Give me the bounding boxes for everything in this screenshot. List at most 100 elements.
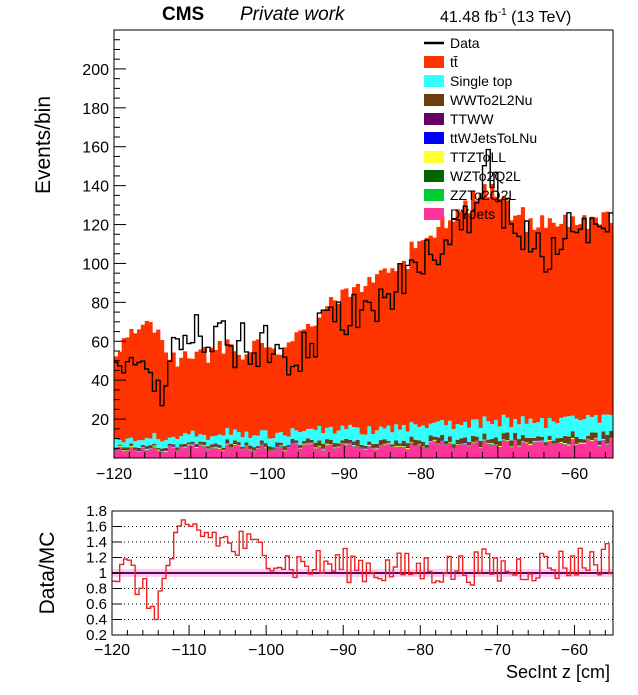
stack-segment	[524, 442, 529, 444]
stack-segment	[148, 445, 153, 448]
stack-bin	[148, 322, 153, 458]
stack-bin	[524, 231, 529, 458]
stack-segment	[202, 445, 207, 447]
stack-bin	[275, 354, 280, 458]
stack-segment	[482, 439, 487, 441]
stack-bin	[609, 222, 614, 458]
stack-segment	[175, 438, 180, 448]
status-label: Private work	[240, 4, 346, 25]
stack-segment	[509, 447, 514, 458]
stack-segment	[221, 450, 226, 458]
ratio-x-tick-label: −90	[330, 642, 357, 659]
stack-segment	[440, 419, 445, 435]
stack-segment	[117, 447, 122, 458]
stack-segment	[129, 445, 134, 447]
stack-segment	[440, 439, 445, 441]
y-tick-label: 40	[91, 373, 109, 390]
stack-segment	[501, 440, 506, 458]
stack-segment	[582, 442, 587, 444]
legend-swatch	[424, 151, 444, 163]
stack-segment	[609, 439, 614, 458]
stack-segment	[574, 444, 579, 458]
stack-segment	[532, 442, 537, 443]
stack-segment	[129, 447, 134, 458]
stack-segment	[190, 358, 195, 431]
stack-segment	[267, 450, 272, 458]
stack-segment	[190, 443, 195, 444]
stack-segment	[459, 425, 464, 439]
stack-segment	[321, 450, 326, 458]
stack-segment	[586, 435, 591, 439]
stack-bin	[332, 300, 337, 458]
stack-bin	[566, 226, 572, 458]
stack-segment	[267, 347, 272, 439]
stack-segment	[528, 218, 533, 419]
stack-segment	[536, 422, 541, 437]
stack-segment	[213, 443, 218, 447]
stack-segment	[467, 427, 472, 442]
stack-segment	[482, 416, 487, 434]
stack-segment	[566, 416, 572, 437]
stack-segment	[225, 339, 230, 429]
stack-bin	[325, 306, 330, 458]
stack-segment	[390, 447, 395, 458]
stack-bin	[355, 283, 360, 458]
stack-segment	[520, 435, 526, 442]
stack-segment	[359, 291, 364, 435]
stack-segment	[401, 260, 407, 426]
stack-bin	[363, 286, 368, 458]
stack-segment	[359, 444, 364, 448]
stack-segment	[302, 443, 307, 444]
stack-bin	[501, 195, 506, 458]
stack-segment	[451, 221, 456, 430]
stack-segment	[317, 440, 322, 446]
stack-segment	[593, 432, 598, 438]
stack-segment	[286, 342, 291, 437]
stack-segment	[175, 366, 180, 439]
stack-segment	[194, 351, 199, 437]
x-tick-label: −120	[96, 466, 132, 483]
stack-segment	[125, 447, 130, 450]
stack-segment	[486, 421, 491, 440]
ratio-x-tick-label: −80	[407, 642, 434, 659]
stack-bin	[394, 271, 399, 458]
stack-segment	[436, 226, 441, 422]
legend-label: TTZToLL	[450, 149, 506, 165]
stack-segment	[302, 441, 307, 443]
legend-item: ttWJetsToLNu	[424, 130, 537, 146]
stack-segment	[543, 227, 549, 429]
y-tick-label: 20	[91, 412, 109, 429]
stack-segment	[375, 443, 380, 448]
stack-segment	[229, 344, 234, 435]
stack-segment	[252, 447, 257, 450]
stack-segment	[490, 444, 495, 458]
stack-segment	[148, 438, 153, 446]
stack-bin	[444, 228, 449, 458]
stack-segment	[252, 450, 257, 452]
ratio-y-tick-label: 1.6	[86, 519, 107, 536]
stack-segment	[194, 436, 199, 444]
y-tick-label: 160	[82, 140, 109, 157]
stack-segment	[601, 431, 606, 439]
stack-segment	[513, 440, 518, 458]
stack-segment	[290, 438, 295, 443]
stack-segment	[198, 441, 203, 444]
stack-segment	[609, 430, 614, 438]
main-x-axis: −120 −110 −100 −90 −80 −70 −60	[96, 446, 606, 483]
stack-segment	[171, 436, 176, 445]
stack-segment	[325, 443, 330, 445]
stack-segment	[563, 444, 568, 458]
stack-segment	[144, 320, 149, 439]
stack-segment	[194, 448, 199, 458]
stack-bin	[447, 220, 453, 458]
stack-segment	[559, 417, 564, 438]
ratio-y-tick-label: 0.2	[86, 627, 107, 644]
y-tick-label: 60	[91, 334, 109, 351]
stack-bin	[286, 342, 291, 458]
stack-segment	[605, 442, 610, 444]
stack-segment	[382, 428, 387, 440]
stack-bin	[470, 190, 476, 458]
stack-bin	[282, 347, 288, 458]
stack-bin	[267, 347, 272, 458]
